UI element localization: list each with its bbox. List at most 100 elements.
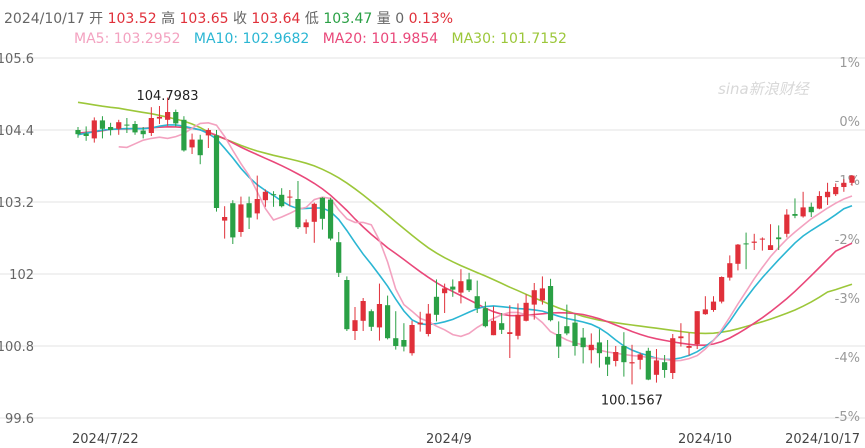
candle-down — [547, 286, 554, 321]
candle-up — [735, 244, 741, 264]
volume-value: 0 — [395, 11, 405, 27]
high-label: 高 — [161, 11, 176, 27]
candle-up — [442, 288, 448, 294]
candle-down — [368, 311, 374, 327]
candle-down — [344, 280, 350, 330]
grid-lines — [0, 57, 865, 419]
header-date: 2024/10/17 — [4, 11, 85, 27]
ohlc-header: 2024/10/17 开 103.52 高 103.65 收 103.64 低 … — [4, 8, 453, 28]
candle-up — [719, 277, 725, 302]
candle-down — [572, 322, 578, 346]
candle-up — [694, 311, 700, 345]
candle-up — [800, 207, 806, 217]
candle-up — [490, 320, 497, 336]
candles[interactable] — [75, 97, 855, 385]
candle-up — [670, 338, 676, 373]
open-value: 103.52 — [107, 11, 157, 27]
candle-up — [849, 175, 855, 183]
candle-up — [751, 241, 757, 243]
y-tick-label: 103.2 — [0, 196, 34, 211]
candle-down — [385, 305, 391, 339]
candle-up — [523, 302, 529, 321]
right-tick-label: -2% — [835, 233, 860, 248]
open-label: 开 — [89, 11, 104, 27]
candle-down — [604, 356, 611, 365]
low-value: 103.47 — [323, 11, 373, 27]
candle-up — [507, 332, 513, 334]
candle-down — [124, 124, 130, 126]
x-axis: 2024/7/22 2024/9 2024/10 2024/10/17 — [72, 432, 860, 447]
candle-up — [254, 199, 260, 214]
candle-up — [784, 214, 790, 234]
candle-down — [621, 346, 627, 363]
candle-up — [417, 322, 423, 325]
candle-up — [637, 354, 643, 360]
candle-up — [458, 281, 464, 293]
candle-up — [653, 360, 660, 375]
candle-up — [678, 336, 684, 339]
candle-up — [165, 112, 171, 120]
candle-up — [613, 352, 619, 361]
candle-up — [702, 309, 708, 315]
candle-down — [107, 127, 114, 130]
candle-up — [425, 313, 431, 334]
candle-down — [213, 135, 220, 208]
candle-up — [303, 222, 309, 228]
candle-down — [181, 119, 187, 151]
ma10-legend: MA10: 102.9682 — [193, 31, 310, 47]
candle-up — [841, 182, 847, 187]
right-tick-label: -1% — [835, 174, 860, 189]
ma-legend: MA5: 103.2952 MA10: 102.9682 MA20: 101.9… — [74, 31, 567, 47]
candle-down — [140, 130, 146, 135]
volume-label: 量 — [376, 11, 391, 27]
candle-up — [727, 263, 733, 278]
close-label: 收 — [232, 11, 247, 27]
candle-up — [311, 203, 317, 222]
candle-up — [767, 245, 774, 250]
candle-down — [474, 296, 480, 309]
candle-down — [433, 296, 440, 315]
candle-down — [580, 337, 586, 348]
extreme-value-label: 104.7983 — [136, 89, 198, 104]
candle-down — [482, 308, 488, 327]
candle-up — [409, 325, 415, 354]
candle-up — [824, 191, 831, 198]
candle-up — [262, 191, 268, 201]
candle-up — [222, 217, 228, 221]
candle-down — [197, 139, 203, 156]
candle-down — [564, 326, 570, 334]
extreme-value-label: 100.1567 — [601, 394, 663, 409]
candle-down — [450, 286, 456, 290]
candle-down — [336, 242, 342, 273]
change-percent: 0.13% — [408, 11, 454, 27]
right-tick-label: -5% — [835, 410, 860, 425]
candle-down — [792, 214, 798, 216]
y-tick-label: 104.4 — [0, 124, 34, 139]
right-tick-label: -3% — [835, 292, 860, 307]
watermark: sina新浪财经 — [718, 80, 811, 98]
candle-up — [156, 116, 163, 119]
candle-up — [588, 344, 594, 351]
right-tick-label: 0% — [839, 115, 860, 130]
candle-down — [230, 203, 236, 238]
candle-down — [393, 338, 399, 346]
candle-down — [776, 237, 782, 240]
candle-down — [499, 323, 505, 330]
candle-up — [539, 288, 545, 301]
right-axis: 1% 0% -1% -2% -3% -4% -5% — [835, 56, 860, 425]
candle-down — [662, 362, 668, 370]
candle-down — [75, 130, 81, 135]
candle-up — [148, 118, 154, 133]
candle-up — [360, 301, 366, 321]
candle-down — [596, 342, 603, 354]
candle-down — [645, 350, 651, 380]
x-tick-label: 2024/10 — [678, 432, 732, 447]
candle-up — [531, 290, 537, 305]
candle-down — [743, 243, 749, 245]
candle-up — [629, 362, 635, 364]
candle-down — [83, 133, 89, 136]
high-value: 103.65 — [179, 11, 229, 27]
y-tick-label: 99.6 — [5, 412, 34, 427]
candle-up — [833, 187, 839, 195]
